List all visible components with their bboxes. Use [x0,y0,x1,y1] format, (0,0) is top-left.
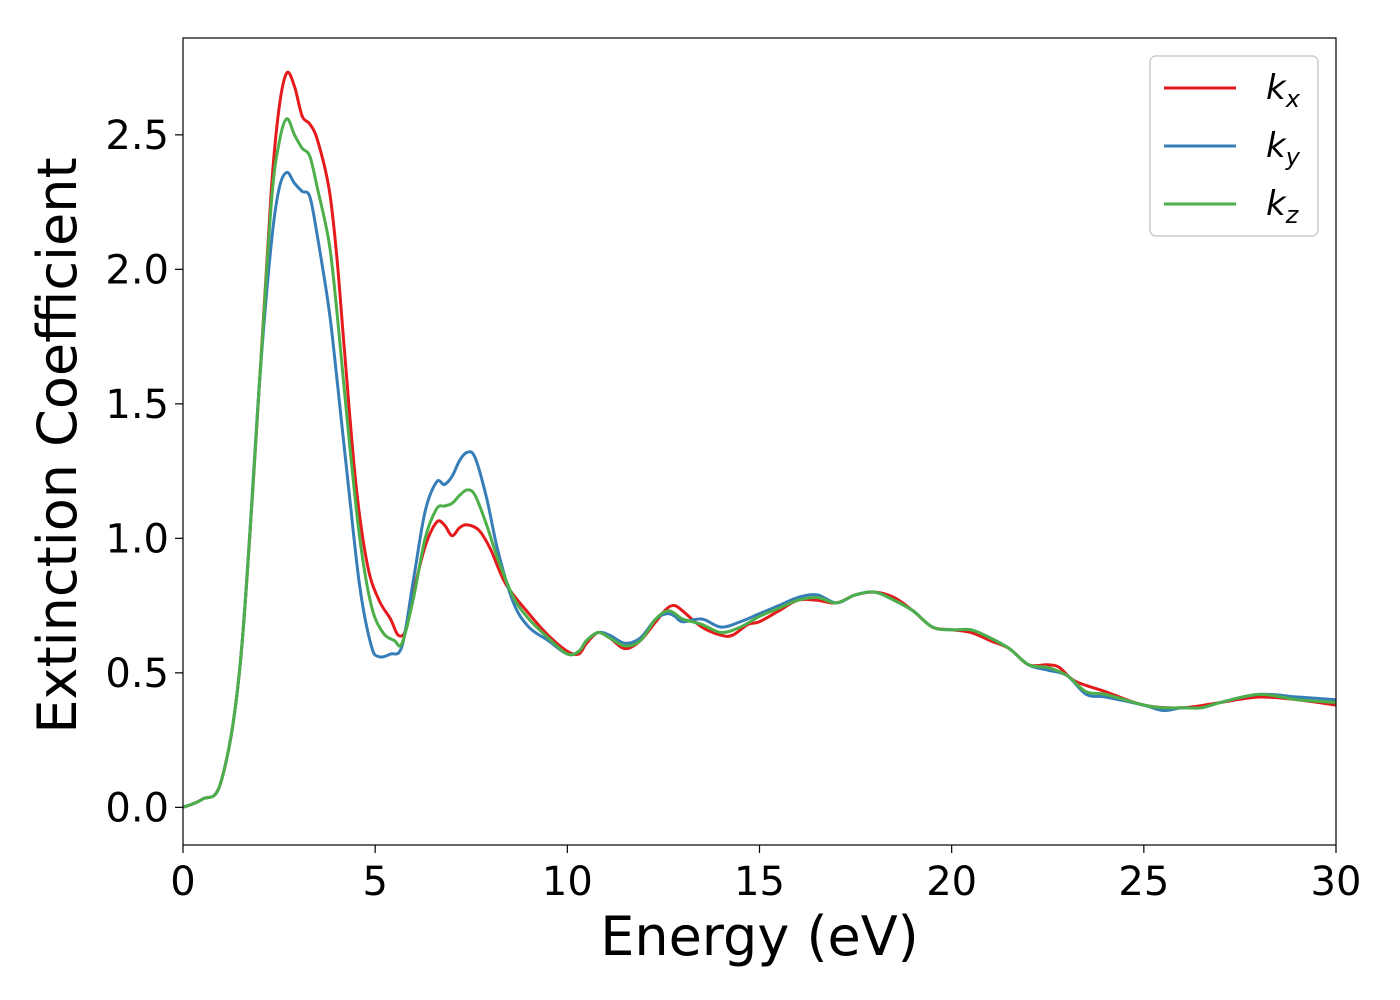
legend-label-subscript: x [1285,85,1301,113]
series-line-kx [182,70,1337,809]
x-tick-label: 15 [734,859,785,905]
x-tick-label: 5 [362,859,387,905]
x-axis-label: Energy (eV) [600,905,919,968]
x-tick-label: 30 [1311,859,1362,905]
y-axis-ticks: 0.0 0.5 1.0 1.5 2.0 2.5 [105,113,183,831]
y-tick-label: 0.0 [105,785,169,831]
y-tick-label: 2.5 [105,113,169,159]
y-tick-label: 1.5 [105,382,169,428]
y-tick-label: 1.0 [105,516,169,562]
y-axis-label: Extinction Coefficient [26,157,89,733]
x-axis-ticks: 0 5 10 15 20 25 30 [170,845,1361,905]
legend-label-kx: kx [1266,68,1301,113]
y-tick-label: 0.5 [105,651,169,697]
legend-label-main: k [1266,184,1287,224]
x-tick-label: 25 [1118,859,1169,905]
x-tick-label: 20 [926,859,977,905]
legend-label-ky: ky [1266,126,1301,171]
y-tick-label: 2.0 [105,247,169,293]
series-layer [182,70,1337,809]
legend-label-main: k [1266,126,1287,166]
x-tick-label: 0 [170,859,195,905]
series-line-kz [182,117,1337,809]
legend-label-main: k [1266,68,1287,108]
legend-label-subscript: z [1285,201,1300,229]
x-tick-label: 10 [542,859,593,905]
legend-label-subscript: y [1285,143,1301,171]
legend-label-kz: kz [1266,184,1300,229]
